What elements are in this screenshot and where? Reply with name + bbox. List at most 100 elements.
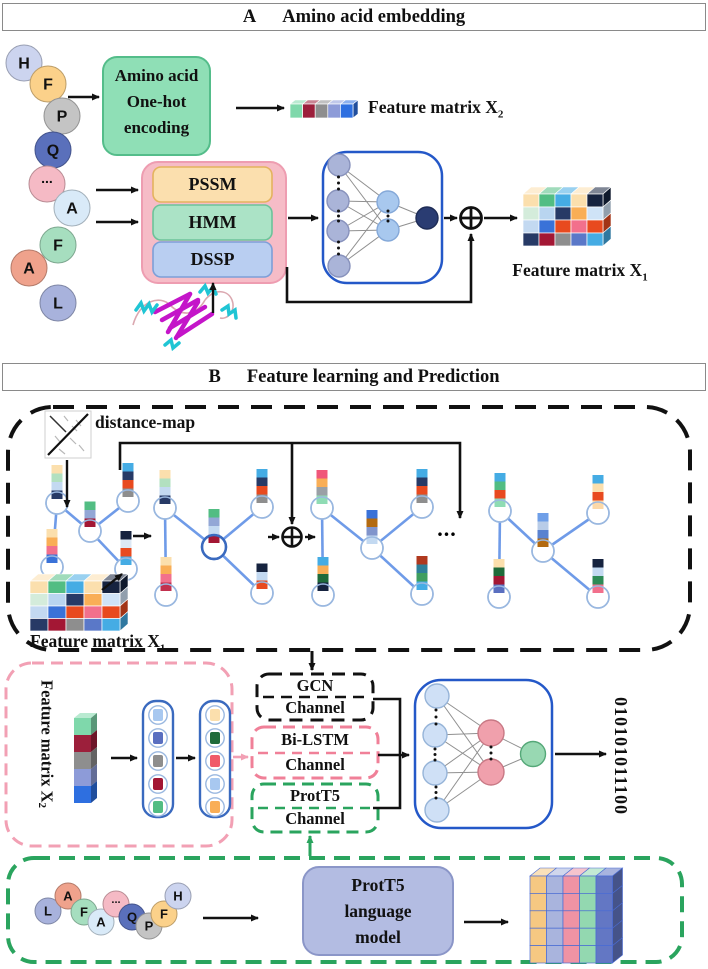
cube-cell [595, 945, 613, 964]
cube-cell [101, 605, 121, 619]
channel-merge-line [373, 697, 402, 810]
bar-cell [74, 769, 91, 786]
protein-sheet [165, 291, 193, 335]
cube-cell [65, 605, 85, 619]
cube-cell [47, 593, 67, 607]
node-feature-block [122, 488, 134, 497]
cube-cell [538, 232, 556, 247]
graph-node-ring [116, 489, 140, 513]
ellipsis-dots [433, 758, 437, 762]
vector-cell-value [153, 732, 163, 744]
residue-circle [28, 165, 66, 203]
cube-cell [522, 232, 540, 247]
ellipsis-dots [433, 753, 437, 756]
bar-side-face [91, 747, 97, 769]
node-feature-block [592, 584, 604, 593]
vector-cell-value [210, 778, 220, 790]
graph-edge [542, 550, 599, 598]
gcn-channel-line2: Channel [285, 698, 345, 717]
cube-cell [83, 580, 103, 594]
protein-helix [163, 336, 181, 352]
cube-cell [579, 945, 597, 964]
residue-letter: A [96, 914, 106, 929]
residue-circle [29, 65, 67, 103]
residue-letter: P [57, 108, 68, 125]
node-feature-block [256, 563, 268, 572]
cube-cell [29, 618, 49, 632]
residue-letter: A [23, 260, 35, 277]
node-feature-block [493, 559, 505, 568]
residue-circle [39, 284, 77, 322]
residue-circle [150, 900, 178, 928]
nn-hidden-node [376, 218, 400, 242]
node-feature-block [256, 494, 268, 503]
vector-cell-value [153, 755, 163, 767]
cube-cell [47, 618, 67, 632]
feature-matrix-x2-label-vertical: Feature matrix X2 [36, 680, 57, 808]
residue-letter: F [80, 904, 88, 919]
cube-cell [546, 927, 564, 946]
distance-map-diagonal [47, 413, 89, 456]
cube-cell [570, 193, 588, 208]
cube-cell [29, 605, 49, 619]
cube-cell [29, 580, 49, 594]
panel-a-title: Amino acid embedding [282, 6, 466, 27]
distance-map-tick [69, 437, 77, 445]
node-feature-block [316, 470, 328, 479]
feature-vector-bar [74, 713, 97, 803]
node-feature-block [493, 576, 505, 585]
vector-cell-value [210, 801, 220, 813]
cube-cell [529, 945, 547, 964]
node-feature-block [494, 498, 506, 507]
prott5-channel-line2: Channel [285, 809, 345, 828]
cube-cell [579, 927, 597, 946]
node-feature-block [316, 487, 328, 496]
node-feature-block [416, 477, 428, 486]
node-feature-block [592, 576, 604, 585]
residue-circle [164, 882, 192, 910]
cube-cell [554, 206, 572, 221]
feature-matrix-cube [289, 99, 359, 119]
graph-node-ring [531, 539, 555, 563]
graph-node-ring [78, 519, 102, 543]
cube-cell [529, 910, 547, 929]
node-feature-block [366, 527, 378, 536]
ellipsis-dots [434, 708, 438, 712]
cube-cell [562, 893, 580, 912]
cube-cell [570, 232, 588, 247]
graph-node-ring [310, 496, 334, 520]
cube-cell [546, 945, 564, 964]
nn-output-node [519, 740, 547, 768]
panel-a-banner: A Amino acid embedding [2, 3, 706, 31]
node-feature-block [537, 530, 549, 539]
node-feature-block [366, 510, 378, 519]
graph-node-ring [586, 585, 610, 609]
node-feature-block [416, 556, 428, 565]
node-feature-block [494, 481, 506, 490]
pssm-box-label: PSSM [188, 174, 237, 194]
cube-cell [554, 219, 572, 234]
prott5-dashed-panel [6, 856, 684, 964]
graph-node-ring [586, 501, 610, 525]
gcn-dashed-panel [6, 405, 692, 652]
cube-cell [595, 875, 613, 894]
node-feature-block [208, 526, 220, 535]
ellipsis-dots [386, 209, 390, 213]
cube-cell [83, 593, 103, 607]
node-feature-block [316, 478, 328, 487]
feature-matrix-cube [522, 186, 612, 247]
ellipsis-dots [433, 747, 437, 751]
ellipsis-dots [337, 209, 340, 213]
x2-dashed-panel [4, 661, 234, 848]
ellipsis-dots [337, 214, 340, 218]
cube-cell [302, 103, 316, 119]
node-feature-block [120, 531, 132, 540]
node-feature-block [493, 567, 505, 576]
node-feature-block [317, 557, 329, 566]
node-feature-block [416, 573, 428, 582]
node-feature-block [159, 478, 171, 487]
cube-cell [529, 875, 547, 894]
nn-hidden-node [376, 190, 400, 214]
distance-map-label: distance-map [95, 412, 196, 432]
cube-cell [595, 910, 613, 929]
